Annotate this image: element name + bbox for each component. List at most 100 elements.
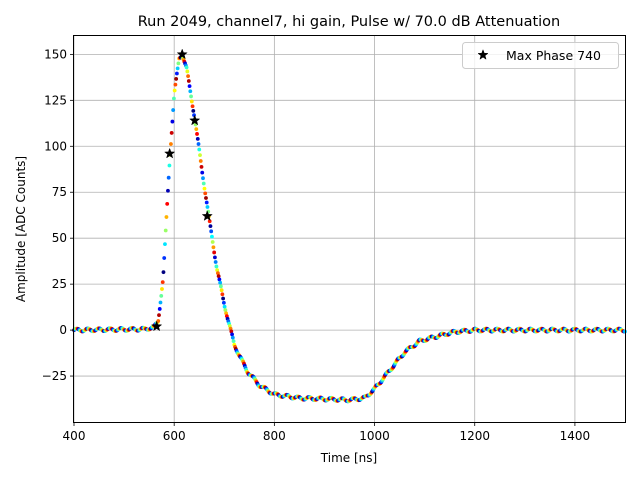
scatter-point — [218, 284, 223, 289]
scatter-point — [203, 191, 208, 196]
max-phase-star-marker — [189, 114, 201, 126]
scatter-point — [166, 175, 171, 180]
scatter-point — [186, 74, 190, 79]
legend-star-icon — [477, 49, 489, 60]
scatter-point — [174, 77, 179, 81]
scatter-point — [231, 339, 236, 344]
x-tick-label: 800 — [263, 429, 286, 443]
scatter-point — [170, 119, 175, 124]
scatter-point — [169, 142, 173, 146]
y-axis-label: Amplitude [ADC Counts] — [14, 156, 28, 302]
scatter-point — [219, 288, 224, 293]
scatter-point — [209, 229, 214, 234]
scatter-point — [156, 319, 161, 323]
scatter-point — [204, 196, 208, 200]
max-phase-markers — [151, 48, 213, 332]
scatter-point — [221, 296, 226, 301]
scatter-point — [188, 89, 193, 94]
scatter-point — [173, 82, 178, 87]
scatter-point — [161, 270, 166, 275]
scatter-point — [163, 228, 168, 233]
scatter-point — [210, 234, 214, 239]
scatter-point — [176, 61, 181, 66]
scatter-point — [195, 132, 199, 136]
scatter-point — [167, 163, 172, 168]
scatter-point — [194, 127, 199, 132]
scatter-point — [165, 201, 170, 206]
scatter-point — [189, 94, 193, 99]
scatter-point — [198, 159, 203, 163]
scatter-point — [223, 308, 228, 312]
scatter-point — [230, 335, 235, 340]
scatter-point — [172, 88, 177, 93]
scatter-point — [185, 69, 190, 74]
x-tick-label: 1400 — [560, 429, 591, 443]
scatter-point — [217, 277, 222, 282]
scatter-point — [199, 165, 204, 169]
scatter-point — [164, 215, 169, 219]
scatter-point — [186, 79, 191, 83]
scatter-point — [230, 332, 234, 337]
scatter-point — [204, 200, 209, 205]
scatter-point — [162, 256, 167, 260]
scatter-point — [216, 274, 221, 279]
x-axis-ticks: 400 600 800 1000 1200 1400 — [63, 422, 591, 443]
x-tick-label: 1200 — [459, 429, 490, 443]
scatter-point — [216, 271, 220, 276]
scatter-point — [163, 242, 167, 247]
scatter-point — [160, 287, 164, 291]
scatter-point — [218, 280, 223, 285]
legend-star-marker — [477, 49, 489, 60]
scatter-point — [157, 313, 161, 318]
scatter-point — [169, 131, 174, 135]
scatter-point — [200, 170, 205, 175]
x-axis-label: Time [ns] — [320, 451, 377, 465]
legend-box — [462, 42, 619, 69]
y-tick-label: 150 — [44, 47, 67, 61]
scatter-point — [159, 293, 164, 298]
scatter-point — [222, 304, 227, 309]
scatter-point — [210, 240, 215, 244]
scatter-point — [205, 205, 210, 209]
scatter-point — [166, 188, 170, 193]
scatter-point — [191, 108, 196, 113]
legend-label: Max Phase 740 — [506, 48, 601, 63]
scatter-point — [201, 181, 206, 186]
scatter-point — [213, 260, 218, 264]
scatter-point — [198, 153, 202, 158]
x-tick-label: 1000 — [359, 429, 390, 443]
scatter-point — [213, 255, 217, 260]
y-tick-label: −25 — [42, 369, 67, 383]
scatter-point — [215, 268, 220, 272]
max-phase-star-marker — [176, 48, 188, 60]
scatter-point — [190, 104, 195, 109]
scatter-point — [195, 136, 200, 141]
max-phase-star-marker — [151, 320, 163, 332]
scatter-point — [197, 147, 202, 152]
plot-frame — [73, 35, 626, 423]
y-tick-label: 50 — [52, 231, 67, 245]
x-tick-label: 600 — [163, 429, 186, 443]
scatter-point — [229, 329, 234, 334]
scatter-point — [158, 300, 163, 305]
scatter-point — [214, 264, 219, 269]
scatter-point — [207, 219, 212, 224]
scatter-point — [201, 176, 205, 181]
scatter-point — [211, 245, 216, 250]
legend: Max Phase 740 — [462, 42, 619, 69]
scatter-point — [221, 300, 226, 305]
scatter-point — [224, 311, 229, 316]
scatter-point — [184, 65, 189, 70]
max-phase-star-marker — [164, 147, 176, 159]
scatter-point — [208, 224, 213, 229]
max-phase-star-marker — [201, 210, 213, 221]
scatter-point — [189, 99, 194, 104]
scatter-point — [187, 84, 192, 89]
scatter-point — [160, 280, 165, 285]
y-tick-label: 75 — [52, 185, 67, 199]
scatter-point — [196, 142, 201, 146]
y-tick-label: 25 — [52, 277, 67, 291]
x-tick-label: 400 — [63, 429, 86, 443]
